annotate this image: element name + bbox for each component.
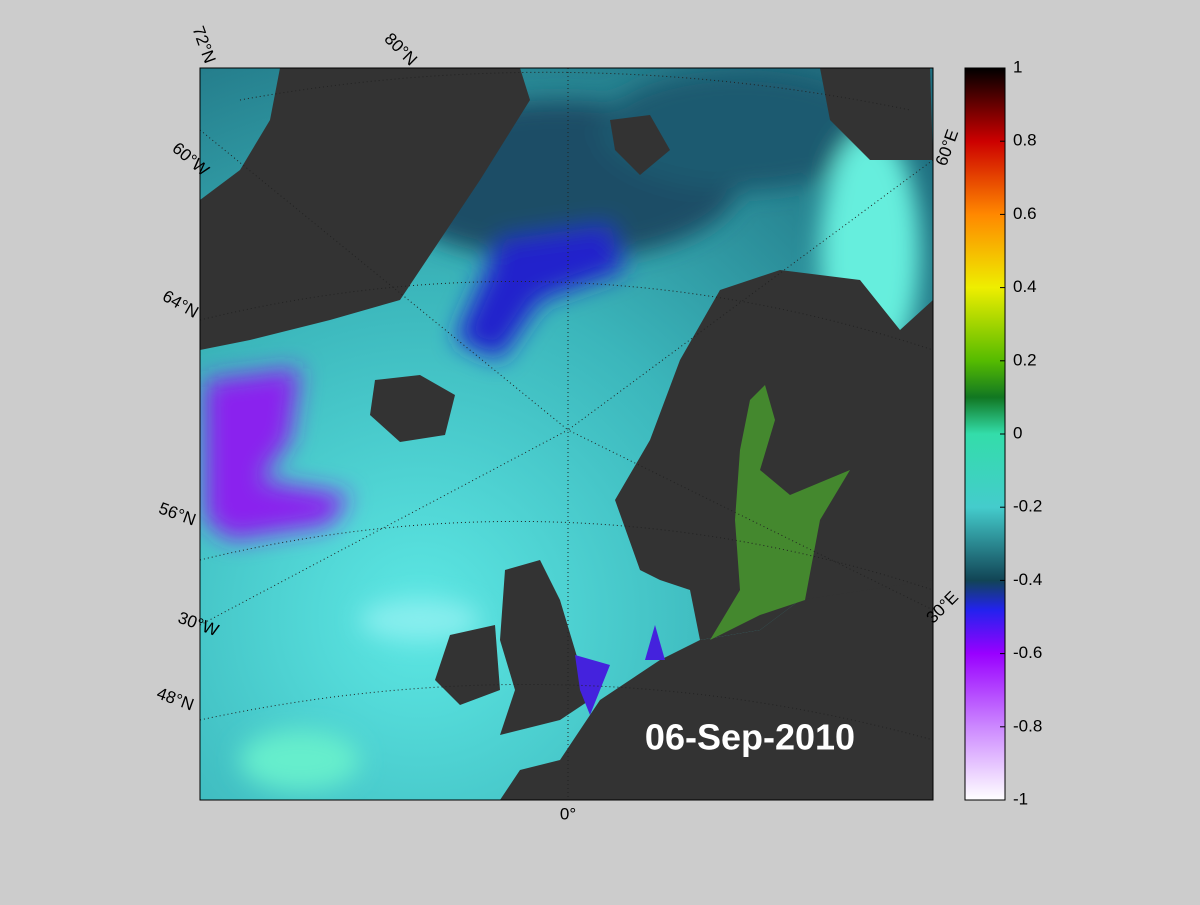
- north-sea-anomaly: [575, 655, 610, 715]
- colorbar-tick-label: 0.4: [1013, 277, 1037, 296]
- greenland: [200, 68, 530, 350]
- colorbar-tick-label: 0.8: [1013, 131, 1037, 150]
- graticule-label: 56°N: [156, 499, 198, 530]
- colorbar-tick-label: 0.2: [1013, 350, 1037, 369]
- date-label: 06-Sep-2010: [645, 717, 855, 758]
- colorbar-tick-label: -0.6: [1013, 643, 1042, 662]
- great-britain: [500, 560, 590, 735]
- map-area: 06-Sep-2010: [200, 68, 933, 800]
- graticule: [200, 68, 933, 800]
- map-frame: [199, 67, 934, 801]
- graticule-label: 64°N: [159, 286, 201, 321]
- arctic-land: [820, 68, 933, 160]
- colorbar-tick-label: -1: [1013, 789, 1028, 808]
- colorbar-tick-label: 0.6: [1013, 204, 1037, 223]
- north-sea-anomaly: [645, 625, 665, 660]
- scandinavia: [615, 270, 933, 640]
- colorbar-tick-label: -0.8: [1013, 716, 1042, 735]
- colorbar-tick-label: -0.2: [1013, 497, 1042, 516]
- graticule-label: 48°N: [154, 684, 196, 715]
- iceland: [370, 375, 455, 442]
- graticule-label: 0°: [560, 804, 576, 823]
- colorbar-tick-label: 0: [1013, 423, 1022, 442]
- graticule-label: 80°N: [381, 29, 421, 69]
- colorbar-ticks: -1 -0.8 -0.6 -0.4 -0.2 0 0.2 0.4 0.6 0.8 1: [1000, 57, 1042, 808]
- colorbar: [964, 67, 1006, 801]
- colorbar-tick-label: 1: [1013, 57, 1022, 76]
- baltic-sea: [710, 385, 850, 640]
- graticule-label: 60°E: [932, 127, 963, 168]
- continent: [500, 580, 933, 800]
- svalbard: [610, 115, 670, 175]
- colorbar-tick-label: -0.4: [1013, 570, 1042, 589]
- ireland: [435, 625, 500, 705]
- graticule-label: 72°N: [189, 24, 220, 66]
